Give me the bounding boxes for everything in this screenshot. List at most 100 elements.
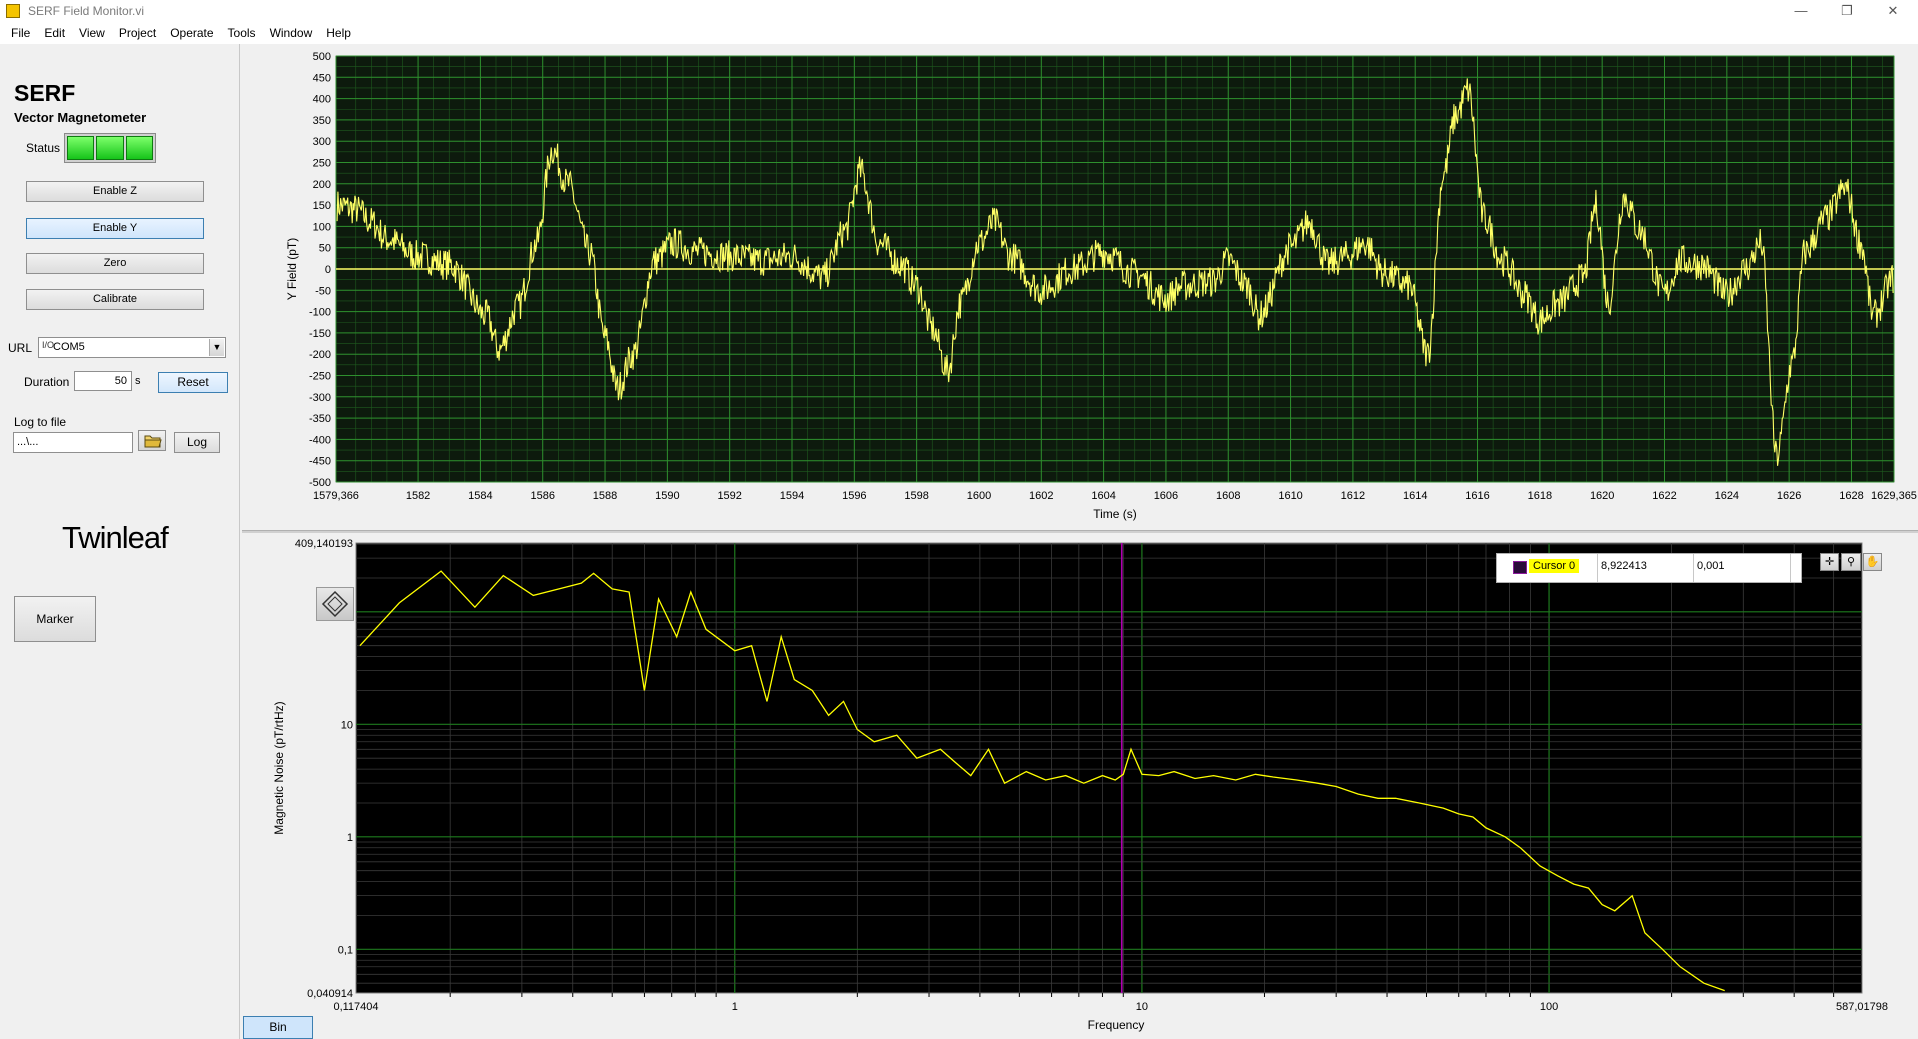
x-tick-label: 587,01798 xyxy=(1836,1001,1888,1013)
y-axis-label: Magnetic Noise (pT/rtHz) xyxy=(272,701,286,834)
x-tick-label: 1588 xyxy=(593,490,617,502)
x-tick-label: 100 xyxy=(1540,1001,1558,1013)
menu-file[interactable]: File xyxy=(11,26,31,40)
log-path-input[interactable]: ...\... xyxy=(13,432,133,453)
minimize-button[interactable]: — xyxy=(1794,3,1808,18)
x-tick-label: 1628 xyxy=(1839,490,1863,502)
duration-input[interactable]: 50 xyxy=(74,371,132,391)
status-led-2 xyxy=(96,136,124,160)
status-led-3 xyxy=(125,136,153,160)
browse-folder-button[interactable] xyxy=(138,430,166,451)
x-tick-label: 1620 xyxy=(1590,490,1614,502)
x-tick-label: 1590 xyxy=(655,490,679,502)
menu-window[interactable]: Window xyxy=(269,26,313,40)
close-button[interactable]: ✕ xyxy=(1887,3,1899,18)
y-tick-label: -500 xyxy=(309,477,331,489)
enable-z-button[interactable]: Enable Z xyxy=(26,181,204,202)
menu-view[interactable]: View xyxy=(79,26,105,40)
y-tick-label: 450 xyxy=(313,72,331,84)
y-tick-label: 0 xyxy=(325,264,331,276)
status-label: Status xyxy=(26,141,61,155)
app-icon xyxy=(6,4,20,18)
menu-project[interactable]: Project xyxy=(118,26,157,40)
log-button[interactable]: Log xyxy=(174,432,220,453)
x-tick-label: 1582 xyxy=(406,490,430,502)
y-tick-label: 0,040914 xyxy=(307,988,353,1000)
graph-palette: ✛ ⚲ ✋ xyxy=(1820,553,1882,571)
x-tick-label: 1602 xyxy=(1029,490,1053,502)
y-tick-label: -100 xyxy=(309,307,331,319)
y-field-series xyxy=(336,78,1894,466)
x-tick-label: 1596 xyxy=(842,490,866,502)
noise-spectrum-series xyxy=(359,570,1725,992)
enable-y-button[interactable]: Enable Y xyxy=(26,218,204,239)
y-tick-label: 200 xyxy=(313,179,331,191)
y-tick-label: -300 xyxy=(309,392,331,404)
plot-background xyxy=(355,542,1863,994)
status-indicator xyxy=(64,133,156,163)
x-tick-label: 1616 xyxy=(1465,490,1489,502)
x-tick-label: 1618 xyxy=(1528,490,1552,502)
twinleaf-logo: Twinleaf xyxy=(62,520,169,555)
menu-help[interactable]: Help xyxy=(326,26,351,40)
x-tick-label: 1626 xyxy=(1777,490,1801,502)
x-tick-label: 1600 xyxy=(967,490,991,502)
reset-button[interactable]: Reset xyxy=(158,372,228,393)
crosshair-icon[interactable]: ✛ xyxy=(1820,553,1840,571)
y-tick-label: 350 xyxy=(313,115,331,127)
marker-button[interactable]: Marker xyxy=(14,596,96,642)
url-select[interactable]: I/O COM5 ▼ xyxy=(38,337,226,358)
menu-operate[interactable]: Operate xyxy=(170,26,214,40)
x-tick-label: 1614 xyxy=(1403,490,1427,502)
y-tick-label: 150 xyxy=(313,200,331,212)
y-tick-label: 100 xyxy=(313,221,331,233)
y-tick-label: 50 xyxy=(319,243,331,255)
y-tick-label: 1 xyxy=(347,832,353,844)
chevron-down-icon[interactable]: ▼ xyxy=(209,339,224,356)
pan-icon[interactable]: ✋ xyxy=(1862,553,1882,571)
panel-subtitle: Vector Magnetometer xyxy=(14,110,147,125)
y-tick-label: 250 xyxy=(313,158,331,170)
legend-separator xyxy=(1597,554,1598,582)
x-tick-label: 1584 xyxy=(468,490,492,502)
scale-legend-icon[interactable] xyxy=(316,587,354,621)
y-tick-label: 0,1 xyxy=(338,944,353,956)
url-label: URL xyxy=(8,341,33,355)
zoom-icon[interactable]: ⚲ xyxy=(1841,553,1861,571)
x-tick-label: 1610 xyxy=(1278,490,1302,502)
bin-tab[interactable]: Bin xyxy=(243,1016,313,1039)
menu-tools[interactable]: Tools xyxy=(227,26,256,40)
zero-button[interactable]: Zero xyxy=(26,253,204,274)
cursor-y-value: 0,001 xyxy=(1697,560,1725,572)
duration-label: Duration xyxy=(24,375,70,389)
x-tick-label: 1622 xyxy=(1652,490,1676,502)
calibrate-button[interactable]: Calibrate xyxy=(26,289,204,310)
legend-separator xyxy=(1790,554,1791,582)
chart-divider xyxy=(242,530,1918,533)
x-tick-label: 1586 xyxy=(530,490,554,502)
cursor-color-swatch xyxy=(1513,561,1527,574)
x-tick-label: 1624 xyxy=(1715,490,1739,502)
y-tick-label: -450 xyxy=(309,456,331,468)
x-tick-label: 0,117404 xyxy=(333,1001,378,1013)
panel-title: SERF xyxy=(14,80,76,106)
y-tick-label: -50 xyxy=(315,285,331,297)
y-tick-label: 400 xyxy=(313,94,331,106)
x-axis-label: Frequency xyxy=(1088,1018,1145,1032)
io-icon: I/O xyxy=(42,340,55,350)
window-title: SERF Field Monitor.vi xyxy=(28,4,145,18)
menu-bar: File Edit View Project Operate Tools Win… xyxy=(0,22,1918,44)
x-tick-label: 1592 xyxy=(717,490,741,502)
time-series-chart[interactable]: 1579,366 1582 1584 1586 1588 1590 1592 1594 1596… xyxy=(0,0,1918,530)
x-tick-label: 1604 xyxy=(1091,490,1115,502)
menu-edit[interactable]: Edit xyxy=(44,26,66,40)
restore-button[interactable]: ❐ xyxy=(1841,3,1853,18)
x-tick-label: 1579,366 xyxy=(313,490,359,502)
cursor-legend[interactable]: Cursor 0 8,922413 0,001 xyxy=(1496,553,1802,583)
status-led-1 xyxy=(67,136,95,160)
x-tick-label: 1629,365 xyxy=(1871,490,1917,502)
y-tick-label: -400 xyxy=(309,434,331,446)
x-tick-label: 1598 xyxy=(904,490,928,502)
cursor-name: Cursor 0 xyxy=(1529,559,1580,573)
log-to-file-label: Log to file xyxy=(14,415,67,429)
